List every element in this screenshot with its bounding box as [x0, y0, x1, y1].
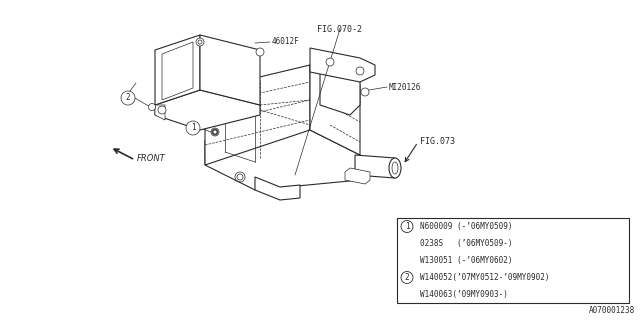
- Circle shape: [214, 134, 216, 135]
- Text: W130051 (-’06MY0602): W130051 (-’06MY0602): [420, 256, 513, 265]
- Circle shape: [216, 133, 218, 135]
- Text: 2: 2: [404, 273, 410, 282]
- Polygon shape: [205, 65, 310, 165]
- Circle shape: [237, 174, 243, 180]
- Circle shape: [212, 133, 214, 135]
- Ellipse shape: [392, 162, 398, 174]
- Circle shape: [212, 131, 213, 133]
- Circle shape: [212, 129, 214, 131]
- Circle shape: [214, 129, 216, 130]
- Text: W140063(’09MY0903-): W140063(’09MY0903-): [420, 290, 508, 299]
- Text: 1: 1: [191, 124, 195, 132]
- Text: FRONT: FRONT: [137, 154, 166, 163]
- Circle shape: [217, 131, 218, 133]
- Polygon shape: [310, 65, 360, 155]
- Text: N600009 (-’06MY0509): N600009 (-’06MY0509): [420, 222, 513, 231]
- Text: MI20126: MI20126: [389, 83, 421, 92]
- Circle shape: [198, 40, 202, 44]
- Circle shape: [211, 128, 219, 136]
- Text: 46012F: 46012F: [272, 37, 300, 46]
- Circle shape: [361, 88, 369, 96]
- Bar: [397, 218, 629, 303]
- Polygon shape: [205, 130, 360, 190]
- Text: FIG.073: FIG.073: [420, 138, 455, 147]
- Text: FIG.070-2: FIG.070-2: [317, 25, 362, 34]
- Polygon shape: [155, 90, 260, 130]
- Polygon shape: [155, 105, 165, 120]
- Polygon shape: [310, 48, 375, 82]
- Circle shape: [401, 271, 413, 284]
- Polygon shape: [255, 177, 300, 200]
- Ellipse shape: [389, 158, 401, 178]
- Circle shape: [186, 121, 200, 135]
- Text: A070001238: A070001238: [589, 306, 635, 315]
- Text: 0238S   (’06MY0509-): 0238S (’06MY0509-): [420, 239, 513, 248]
- Polygon shape: [155, 35, 200, 105]
- Circle shape: [326, 58, 334, 66]
- Circle shape: [256, 48, 264, 56]
- Text: 2: 2: [125, 93, 131, 102]
- Circle shape: [216, 129, 218, 131]
- Circle shape: [401, 220, 413, 233]
- Circle shape: [148, 103, 156, 110]
- Polygon shape: [345, 168, 370, 184]
- Text: W140052(’07MY0512-’09MY0902): W140052(’07MY0512-’09MY0902): [420, 273, 550, 282]
- Polygon shape: [162, 42, 193, 100]
- Circle shape: [356, 67, 364, 75]
- Polygon shape: [355, 155, 395, 178]
- Polygon shape: [200, 35, 260, 105]
- Circle shape: [158, 106, 166, 114]
- Circle shape: [196, 38, 204, 46]
- Text: 1: 1: [404, 222, 410, 231]
- Circle shape: [121, 91, 135, 105]
- Polygon shape: [320, 62, 360, 115]
